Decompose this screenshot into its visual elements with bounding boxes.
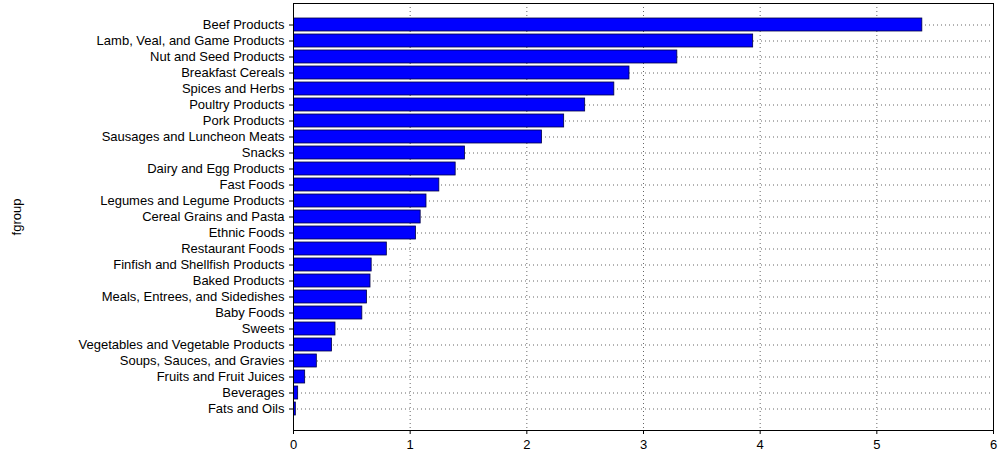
svg-text:Soups, Sauces, and Gravies: Soups, Sauces, and Gravies [120,353,285,368]
svg-text:Nut and Seed Products: Nut and Seed Products [150,49,285,64]
svg-text:Sausages and Luncheon Meats: Sausages and Luncheon Meats [102,129,285,144]
svg-text:Finfish and Shellfish Products: Finfish and Shellfish Products [113,257,285,272]
svg-text:Lamb, Veal, and Game Products: Lamb, Veal, and Game Products [97,33,285,48]
svg-text:Fats and Oils: Fats and Oils [208,401,285,416]
svg-text:5: 5 [873,437,880,452]
svg-text:Breakfast Cereals: Breakfast Cereals [181,65,285,80]
svg-text:Vegetables and Vegetable Produ: Vegetables and Vegetable Products [79,337,285,352]
svg-text:Restaurant Foods: Restaurant Foods [181,241,285,256]
svg-text:Legumes and Legume Products: Legumes and Legume Products [100,193,285,208]
svg-text:0: 0 [290,437,297,452]
svg-text:Cereal Grains and Pasta: Cereal Grains and Pasta [142,209,285,224]
svg-text:Beverages: Beverages [222,385,285,400]
svg-text:2: 2 [523,437,530,452]
svg-text:Sweets: Sweets [242,321,285,336]
svg-text:Spices and Herbs: Spices and Herbs [182,81,285,96]
svg-text:Baked Products: Baked Products [193,273,285,288]
svg-text:Pork Products: Pork Products [203,113,285,128]
svg-text:Fast Foods: Fast Foods [219,177,285,192]
svg-text:6: 6 [990,437,997,452]
svg-text:Poultry Products: Poultry Products [189,97,285,112]
svg-text:3: 3 [640,437,647,452]
svg-text:Beef Products: Beef Products [203,17,285,32]
svg-text:Meals, Entrees, and Sidedishes: Meals, Entrees, and Sidedishes [102,289,285,304]
svg-text:4: 4 [757,437,764,452]
svg-text:Fruits and Fruit Juices: Fruits and Fruit Juices [157,369,285,384]
svg-text:Ethnic Foods: Ethnic Foods [209,225,285,240]
svg-text:Baby Foods: Baby Foods [215,305,285,320]
svg-text:fgroup: fgroup [9,199,24,236]
svg-text:Dairy and Egg Products: Dairy and Egg Products [147,161,285,176]
svg-text:1: 1 [407,437,414,452]
svg-text:Snacks: Snacks [242,145,285,160]
